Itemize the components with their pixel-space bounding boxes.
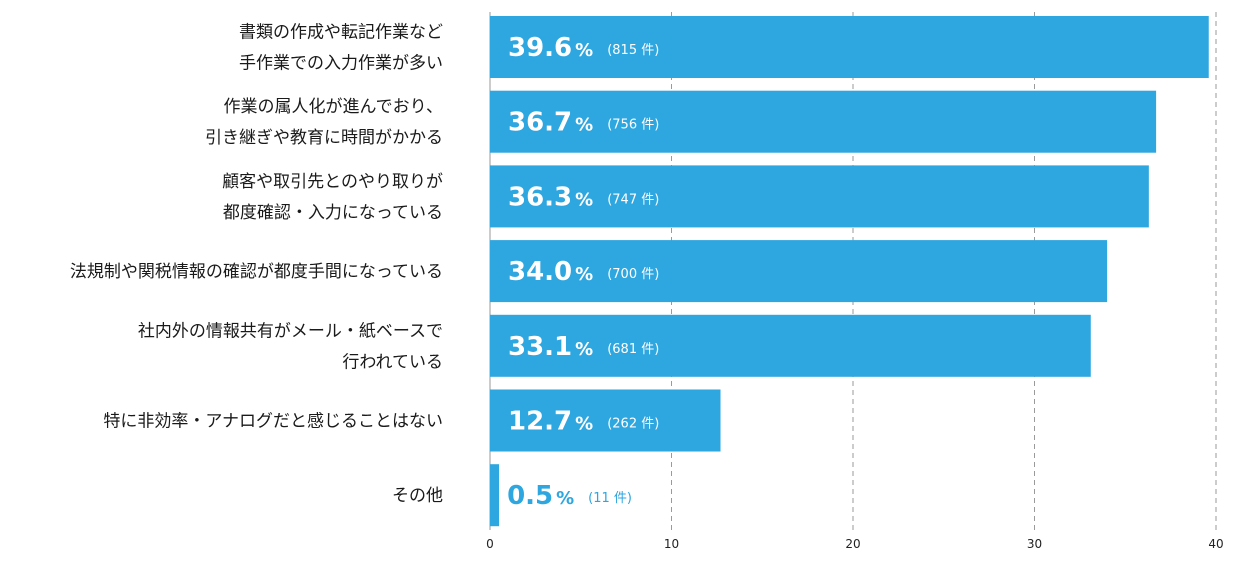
bar: [490, 240, 1108, 303]
bar-value-percent: %: [575, 189, 593, 210]
bar: [490, 165, 1149, 228]
x-axis-ticks: 0 10 20 30 40: [486, 537, 1223, 551]
x-tick-label: 0: [486, 537, 494, 551]
bar-value-percent: %: [575, 339, 593, 360]
bar-count-label: (815 件): [607, 43, 659, 58]
x-tick-label: 10: [664, 537, 679, 551]
bar-count-label: (262 件): [607, 417, 659, 432]
bar-count-label: (747 件): [607, 192, 659, 207]
bar: [490, 16, 1209, 78]
x-tick-label: 30: [1027, 537, 1042, 551]
bar-value-number: 36.7: [508, 108, 572, 138]
category-label: 顧客や取引先とのやり取りが: [222, 172, 443, 192]
category-label: 引き継ぎや教育に時間がかかる: [205, 128, 443, 148]
category-label: 都度確認・入力になっている: [223, 203, 443, 223]
bar-value-number: 34.0: [508, 257, 572, 287]
bar-count-label: (681 件): [607, 342, 659, 357]
bar: [490, 90, 1157, 153]
bar: [490, 314, 1091, 377]
bar-value-label: 36.3% (747 件): [508, 182, 659, 212]
bar-value-number: 36.3: [508, 182, 572, 212]
bar-value-percent: %: [575, 115, 593, 136]
category-label: 法規制や関税情報の確認が都度手間になっている: [70, 262, 443, 282]
bar-value-label: 12.7% (262 件): [508, 407, 659, 437]
category-label: 社内外の情報共有がメール・紙ベースで: [138, 321, 443, 341]
category-label: 行われている: [342, 352, 443, 372]
bar-value-label: 33.1% (681 件): [508, 332, 659, 362]
bar-value-percent: %: [575, 264, 593, 285]
category-label: 特に非効率・アナログだと感じることはない: [103, 412, 443, 432]
bar-value-label: 39.6% (815 件): [508, 33, 659, 63]
category-labels: 書類の作成や転記作業など手作業での入力作業が多い作業の属人化が進んでおり、引き継…: [70, 23, 443, 507]
bar-value-percent: %: [575, 40, 593, 61]
bar-value-percent: %: [556, 488, 574, 509]
category-label: 作業の属人化が進んでおり、: [224, 97, 443, 117]
bar-count-label: (756 件): [607, 118, 659, 133]
bar-value-number: 0.5: [507, 481, 553, 511]
category-label: 書類の作成や転記作業など: [239, 23, 443, 43]
bar-value-number: 39.6: [508, 33, 572, 63]
bar-value-number: 12.7: [508, 407, 572, 437]
x-tick-label: 40: [1208, 537, 1223, 551]
category-label: その他: [392, 486, 443, 506]
bar-value-percent: %: [575, 414, 593, 435]
bars: 39.6% (815 件) 36.7% (756 件) 36.3% (747 件) 34.0…: [490, 16, 1209, 527]
x-tick-label: 20: [845, 537, 860, 551]
bar-count-label: (11 件): [588, 491, 632, 506]
category-label: 手作業での入力作業が多い: [239, 54, 443, 74]
bar-value-label: 36.7% (756 件): [508, 108, 659, 138]
bar: [490, 389, 721, 452]
bar: [490, 464, 500, 527]
bar-value-label: 34.0% (700 件): [508, 257, 659, 287]
bar-count-label: (700 件): [607, 267, 659, 282]
bar-value-label: 0.5% (11 件): [507, 481, 632, 511]
bar-value-number: 33.1: [508, 332, 572, 362]
